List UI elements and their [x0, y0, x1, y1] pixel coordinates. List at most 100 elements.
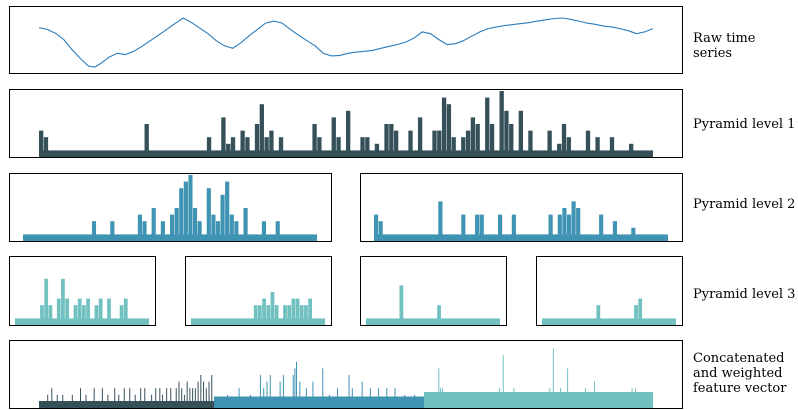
level3-frame-3 [360, 256, 507, 326]
level1-bar [408, 130, 413, 157]
level1-bar [336, 137, 341, 157]
level1-bar [504, 110, 509, 157]
level1-bar [585, 130, 591, 157]
concat-seg1-bar [189, 388, 191, 408]
level1-bar [230, 137, 236, 157]
level2-seg2-bar [475, 214, 480, 241]
concat-seg1-bar [85, 394, 87, 408]
level2-seg1-bar [179, 188, 184, 241]
concat-seg2-bar [386, 388, 388, 408]
concat-seg3-bar [440, 388, 442, 408]
concat-seg3-bar [495, 394, 497, 408]
concat-seg3-bar [504, 394, 506, 408]
level3-seg1-bar [40, 305, 44, 325]
concat-seg1-bar [183, 394, 185, 408]
level2-seg2-bar [576, 208, 581, 241]
concat-seg1-bar [197, 381, 199, 408]
level3-seg4-baseline-bar [542, 318, 676, 325]
level2-seg1-bar [275, 221, 280, 241]
level1-bar [432, 130, 437, 157]
level3-seg2-bar [283, 305, 287, 325]
level3-seg1-bar [98, 298, 103, 325]
level3-seg1-bar [65, 298, 70, 325]
concat-seg2-bar [269, 375, 271, 408]
concat-seg2-bar [404, 394, 406, 408]
concat-seg1-bar [56, 394, 58, 408]
concat-seg3-bar [567, 368, 569, 408]
level3-seg2-bar [262, 298, 266, 325]
level1-bar [259, 104, 264, 157]
level1-bar [561, 124, 567, 157]
level1-bar [465, 130, 471, 157]
level2-frame-1 [9, 173, 332, 242]
concat-seg2-bar [369, 388, 371, 408]
concat-seg3-bar [559, 388, 561, 408]
level1-bar [278, 137, 284, 157]
level3-seg2-bar [304, 305, 308, 325]
level1-bar [206, 137, 212, 157]
level1-bar [557, 143, 562, 157]
level3-seg2-bar [266, 305, 271, 325]
level1-bar [451, 137, 456, 157]
level1-bar [509, 124, 514, 157]
level2-seg1-bar [211, 214, 216, 241]
level1-bar [393, 130, 399, 157]
label-pyramid-level-2: Pyramid level 2 [693, 197, 796, 212]
level3-frame-2 [185, 256, 332, 326]
concat-seg2-bar [414, 394, 416, 408]
level1-bar [269, 130, 274, 157]
concat-seg3-bar [610, 394, 612, 408]
concat-seg2-bar [322, 368, 324, 408]
concat-seg1-bar [129, 388, 131, 408]
level1-bar [245, 137, 250, 157]
level2-seg2-bar [612, 221, 618, 241]
level1-bar [566, 137, 571, 157]
level2-seg1-bar [220, 194, 225, 241]
level3-seg2-bar [270, 292, 275, 325]
concat-seg1-bar [208, 381, 210, 408]
level2-seg1-bar [137, 214, 142, 241]
concat-seg3-baseline-bar [424, 392, 653, 408]
level2-seg2-bar [599, 214, 604, 241]
level2-seg2-bar [498, 214, 503, 241]
level3-seg1-bar [107, 298, 111, 325]
concat-seg1-bar [151, 394, 153, 408]
concat-seg1-bar [159, 388, 161, 408]
level1-bar [417, 117, 423, 157]
level2-seg2-bar [438, 201, 443, 241]
level2-seg1-bar [151, 208, 156, 241]
level1-bar [437, 130, 442, 157]
concat-seg1-bar [155, 388, 157, 408]
concat-seg1-bar [51, 388, 53, 408]
level1-bar [221, 117, 226, 157]
concat-seg3-bar [642, 394, 644, 408]
level1-bar [254, 124, 260, 157]
concat-seg1-bar [107, 394, 109, 408]
concat-seg3-bar [593, 381, 595, 408]
level3-seg3-bar [399, 285, 404, 325]
concat-seg1-bar [123, 388, 125, 408]
concat-seg2-bar [292, 375, 294, 408]
level1-bar [144, 124, 149, 157]
concat-seg2-bar [348, 375, 350, 408]
concat-seg2-bar [312, 381, 314, 408]
concat-seg3-bar [502, 355, 504, 408]
label-concatenated: Concatenated [693, 351, 785, 366]
concat-seg3-bar [449, 394, 451, 408]
level3-seg2-bar [258, 305, 262, 325]
level2-seg2-baseline-bar [374, 234, 668, 241]
level2-seg2-bar [479, 214, 484, 241]
concat-seg2-bar [305, 388, 307, 408]
concat-seg2-bar [296, 361, 298, 408]
level2-seg1-bar [183, 181, 188, 241]
concat-seg1-bar [205, 388, 207, 408]
concat-seg2-bar [361, 381, 363, 408]
concat-seg1-bar [47, 394, 49, 408]
level3-seg1-bar [77, 298, 82, 325]
label-feature-vector: feature vector [693, 381, 787, 396]
level1-bar [360, 137, 365, 157]
level2-seg2-bar [631, 227, 636, 241]
concat-seg1-bar [80, 388, 82, 408]
level1-bar [365, 137, 370, 157]
